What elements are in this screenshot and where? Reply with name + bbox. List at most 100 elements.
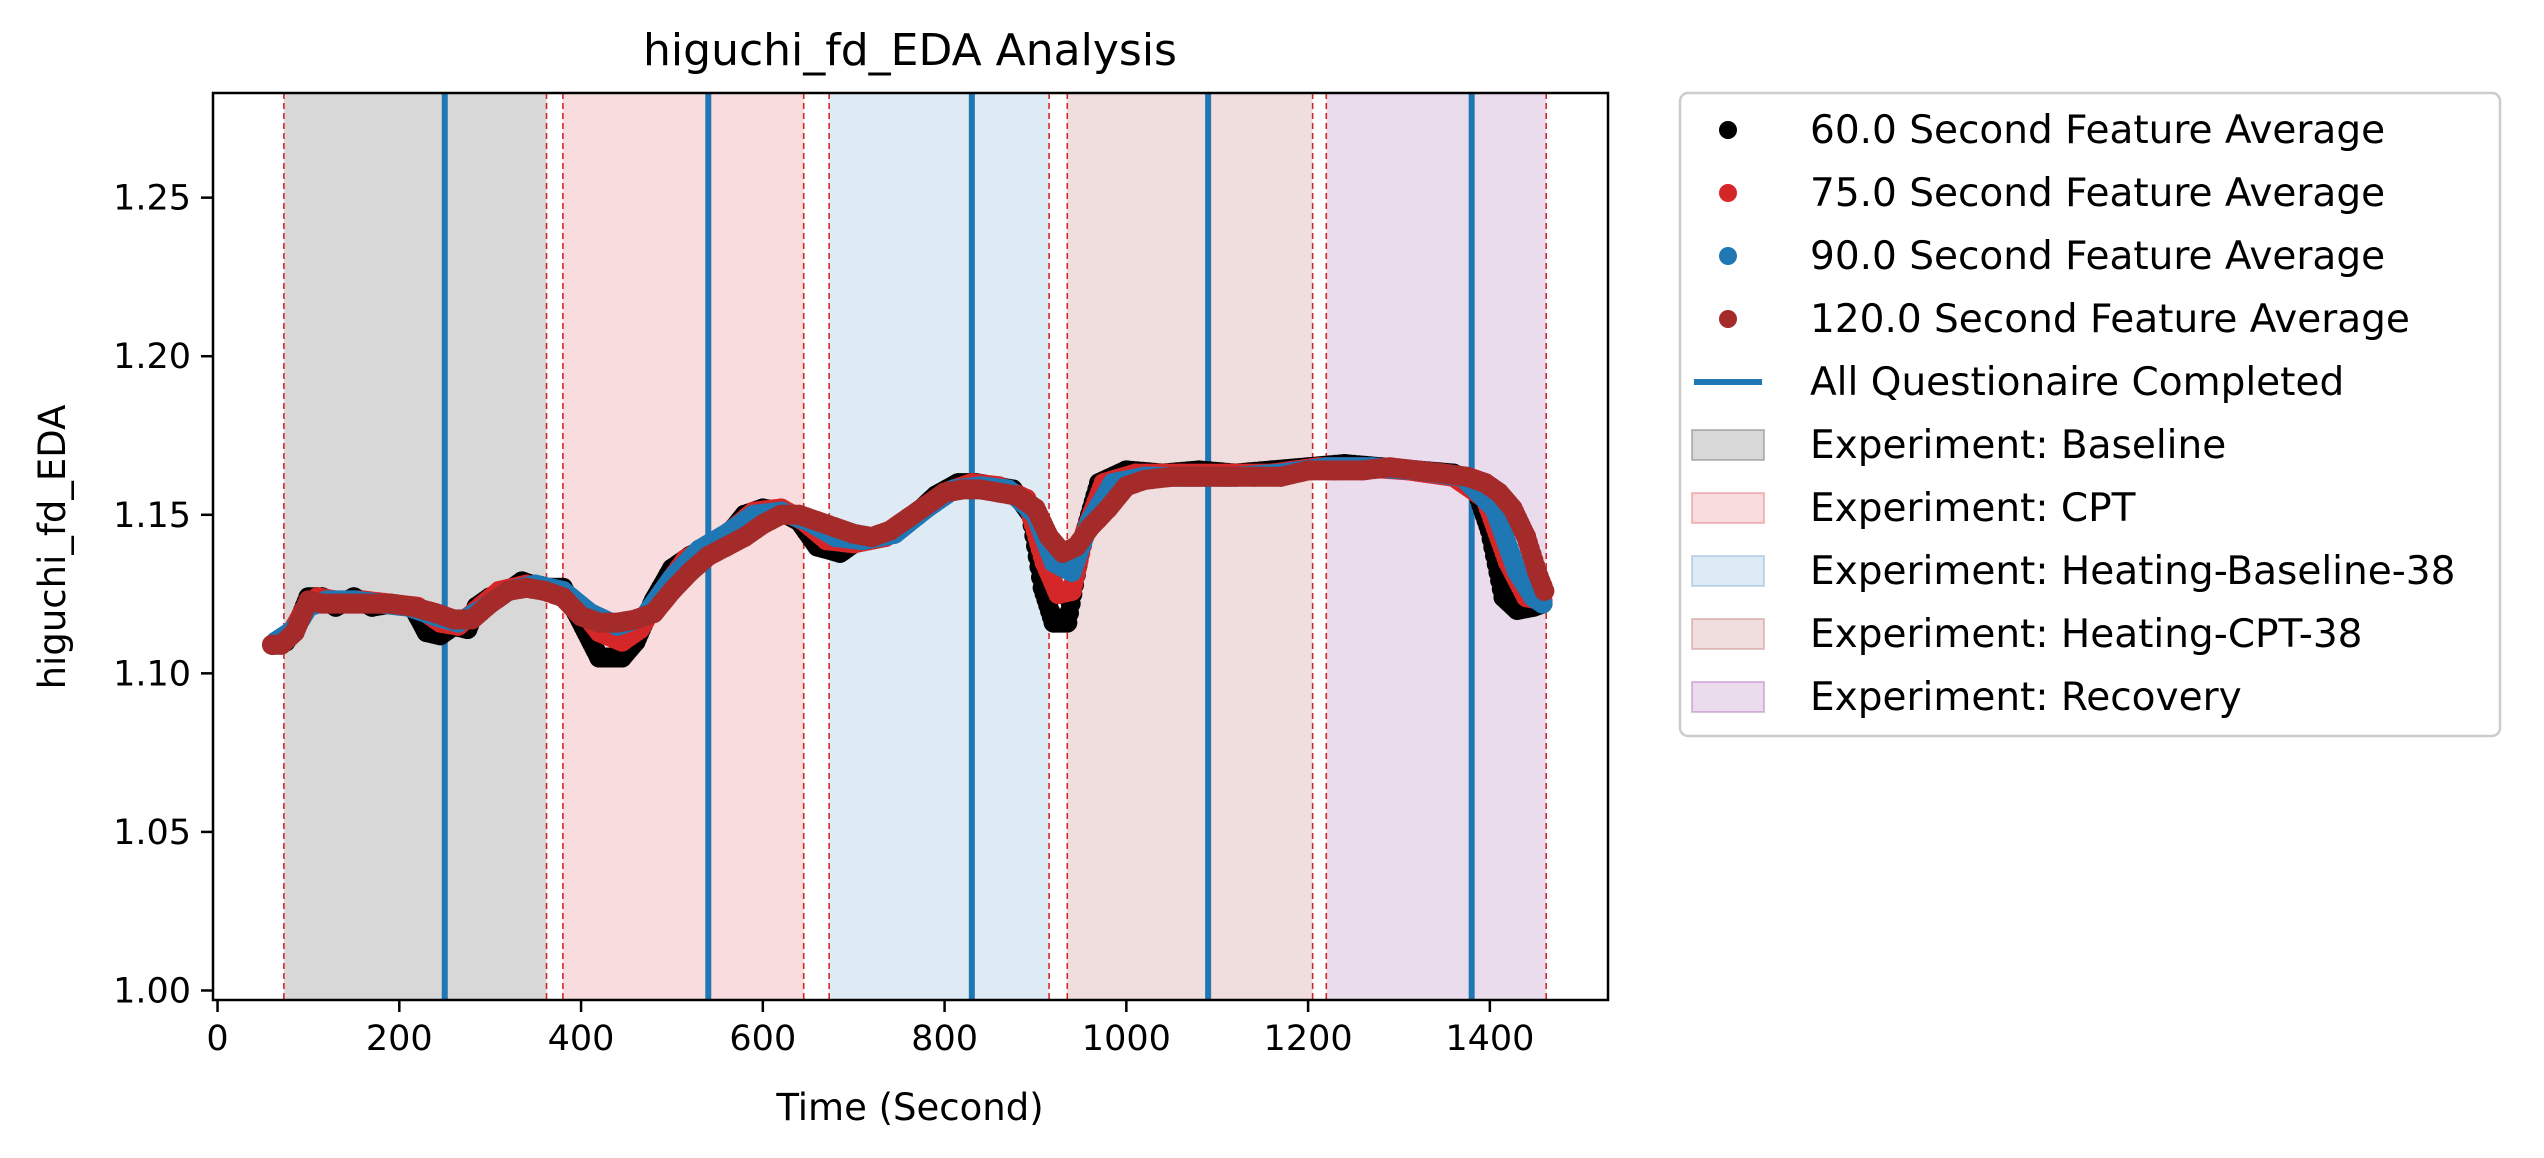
chart-title: higuchi_fd_EDA Analysis (643, 25, 1177, 76)
series-3-point-20 (625, 609, 646, 630)
legend-label-series-2: 90.0 Second Feature Average (1810, 234, 2385, 279)
legend-label-region-4: Experiment: Recovery (1810, 675, 2242, 720)
series-3-point-2 (284, 622, 305, 643)
series-3-point-15 (534, 580, 555, 601)
series-3-point-54 (1270, 466, 1291, 487)
y-axis-label: higuchi_fd_EDA (31, 405, 74, 690)
x-axis: 0 200 400 600 800 1000 1200 1400 (206, 1000, 1534, 1059)
series-3-point-27 (752, 514, 773, 535)
legend-patch-4 (1691, 681, 1765, 713)
series-1-point-35 (1061, 580, 1082, 601)
series-3-point-38 (952, 479, 973, 500)
x-tick-label-2: 400 (548, 1019, 615, 1059)
legend: 60.0 Second Feature Average 75.0 Second F… (1678, 91, 2502, 738)
series-3-point-59 (1407, 460, 1428, 481)
series-0-point-61 (1493, 587, 1514, 608)
series-3-point-42 (1025, 498, 1046, 519)
x-tick-label-5: 1000 (1082, 1019, 1171, 1059)
series-3-point-13 (498, 580, 519, 601)
series-3-point-18 (589, 612, 610, 633)
series-3-point-35 (898, 507, 919, 528)
series-2-point-31 (1061, 561, 1082, 582)
x-tick-label-0: 0 (206, 1019, 228, 1059)
series-3-point-57 (1352, 460, 1373, 481)
region-1 (562, 93, 804, 1000)
y-axis: 1.00 1.05 1.10 1.15 1.20 1.25 (113, 179, 213, 1011)
y-tick-label-1: 1.05 (113, 813, 191, 853)
series-3-point-23 (680, 561, 701, 582)
series-0-point-21 (589, 647, 610, 668)
legend-label-region-3: Experiment: Heating-CPT-38 (1810, 612, 2362, 657)
x-tick-label-4: 800 (911, 1019, 978, 1059)
series-2-trail (265, 457, 1551, 652)
legend-marker-3 (1719, 310, 1737, 328)
series-3-point-64 (1502, 498, 1523, 519)
series-3-point-56 (1325, 460, 1346, 481)
series-3-point-60 (1434, 463, 1455, 484)
series-3-point-58 (1379, 457, 1400, 478)
series-3-point-31 (825, 517, 846, 538)
series-3-point-63 (1488, 482, 1509, 503)
y-tick-label-4: 1.20 (113, 337, 191, 377)
series-3-point-51 (1189, 466, 1210, 487)
series-3 (262, 457, 1555, 655)
legend-label-series-0: 60.0 Second Feature Average (1810, 108, 2385, 153)
region-3 (1067, 93, 1313, 1000)
series-3-point-16 (552, 587, 573, 608)
series-3-point-39 (970, 479, 991, 500)
x-tick-label-6: 1200 (1264, 1019, 1353, 1059)
legend-label-series-3: 120.0 Second Feature Average (1810, 297, 2410, 342)
legend-patch-1 (1691, 492, 1765, 524)
series-3-point-67 (1534, 580, 1555, 601)
legend-label-region-2: Experiment: Heating-Baseline-38 (1810, 549, 2455, 594)
series-3-point-66 (1527, 561, 1548, 582)
series-3-point-22 (661, 580, 682, 601)
series-3-point-43 (1039, 526, 1060, 547)
series-3-point-11 (462, 609, 483, 630)
series-3-point-7 (380, 593, 401, 614)
region-0 (283, 93, 547, 1000)
series-3-point-26 (734, 526, 755, 547)
series-3-point-41 (1007, 485, 1028, 506)
series-3-point-17 (571, 606, 592, 627)
y-tick-label-5: 1.25 (113, 179, 191, 219)
legend-marker-2 (1719, 247, 1737, 265)
series-3-point-19 (607, 612, 628, 633)
y-tick-label-0: 1.00 (113, 971, 191, 1011)
series-3-point-1 (271, 634, 292, 655)
series-3-point-4 (312, 593, 333, 614)
series-3-point-10 (443, 609, 464, 630)
series-3-point-28 (770, 504, 791, 525)
legend-patch-3 (1691, 618, 1765, 650)
series-3-point-24 (698, 546, 719, 567)
legend-patch-0 (1691, 429, 1765, 461)
series-3-point-55 (1298, 460, 1319, 481)
series-3-point-21 (643, 603, 664, 624)
series-3-point-12 (480, 593, 501, 614)
x-axis-label: Time (Second) (775, 1086, 1043, 1129)
legend-frame (1678, 91, 2502, 738)
x-tick-label-3: 600 (729, 1019, 796, 1059)
series-3-point-49 (1134, 469, 1155, 490)
y-tick-label-2: 1.10 (113, 654, 191, 694)
series-3-point-65 (1516, 526, 1537, 547)
x-tick-label-7: 1400 (1445, 1019, 1534, 1059)
series-3-point-37 (934, 482, 955, 503)
legend-marker-0 (1719, 121, 1737, 139)
series-3-point-14 (516, 577, 537, 598)
series-0-point-22 (611, 647, 632, 668)
series-2-point-43 (1507, 561, 1528, 582)
series-3-point-50 (1161, 466, 1182, 487)
series-3-point-40 (989, 482, 1010, 503)
series-3-point-6 (352, 593, 373, 614)
plot-frame (211, 91, 1610, 1002)
legend-label-region-0: Experiment: Baseline (1810, 423, 2226, 468)
legend-label-region-1: Experiment: CPT (1810, 486, 2136, 531)
series-3-point-34 (880, 520, 901, 541)
series-3-point-5 (330, 593, 351, 614)
series-3-point-25 (716, 536, 737, 557)
series-3-point-46 (1079, 517, 1100, 538)
series-3-point-30 (807, 511, 828, 532)
y-tick-label-3: 1.15 (113, 496, 191, 536)
